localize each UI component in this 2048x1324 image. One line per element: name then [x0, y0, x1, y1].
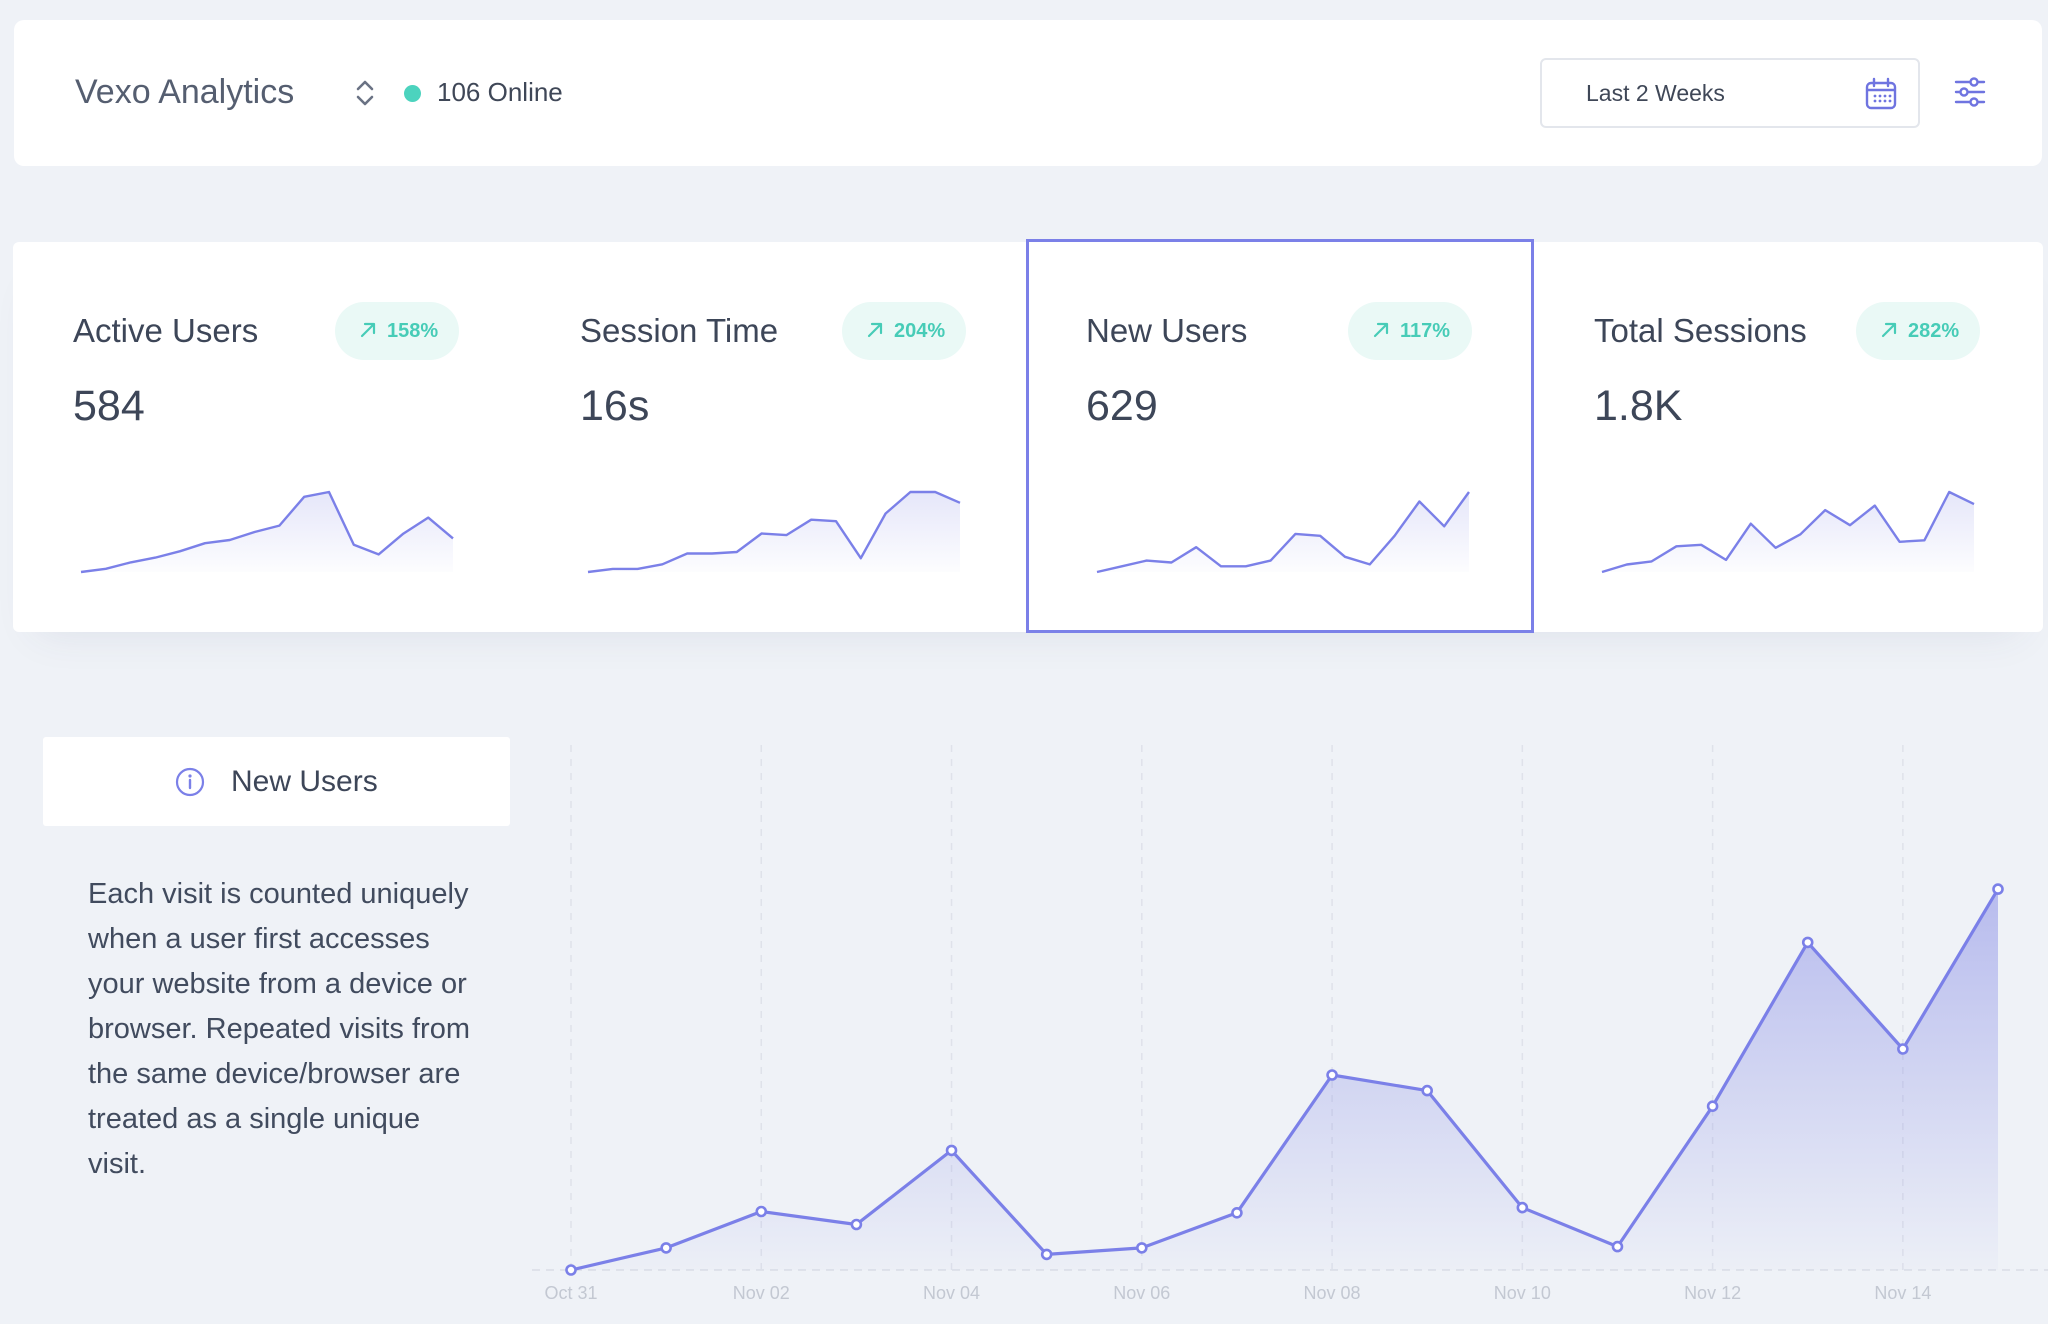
sparkline-line: [1096, 491, 1470, 574]
data-point[interactable]: [1611, 1240, 1624, 1253]
metric-title: Active Users: [73, 312, 259, 349]
metric-card-new-users[interactable]: New Users 629 117%: [1026, 239, 1534, 633]
metric-description: Each visit is counted uniquely when a us…: [88, 878, 470, 1180]
sparkline-line: [80, 490, 454, 574]
chart-gridlines: [570, 745, 1904, 1270]
change-badge: 117%: [1348, 302, 1472, 360]
x-tick-label: Nov 02: [733, 1283, 790, 1303]
sparkline: [1096, 491, 1470, 574]
data-point[interactable]: [660, 1242, 672, 1254]
metric-card-active-users[interactable]: Active Users 584 158%: [13, 242, 521, 632]
metric-cards: Active Users 584 158% Session Time 16s 2…: [13, 239, 2043, 633]
data-point[interactable]: [945, 1144, 958, 1157]
trend-up-arrow-icon: [1878, 319, 1900, 341]
calendar-icon: [1864, 77, 1898, 111]
metric-title: New Users: [1086, 312, 1248, 349]
online-count: 106 Online: [437, 77, 563, 107]
data-point[interactable]: [1992, 883, 2004, 895]
metric-title: Total Sessions: [1594, 312, 1807, 349]
change-badge: 204%: [842, 302, 966, 360]
trend-up-arrow-icon: [357, 319, 379, 341]
sparkline-area: [1602, 492, 1974, 572]
trend-up-arrow-icon: [864, 319, 886, 341]
metric-value: 629: [1086, 382, 1158, 430]
data-point[interactable]: [1040, 1248, 1053, 1261]
data-point[interactable]: [1231, 1207, 1243, 1219]
x-tick-label: Nov 04: [923, 1283, 980, 1303]
top-bar: Vexo Analytics 106 Online Last 2 Weeks: [14, 20, 2042, 166]
change-percent: 204%: [894, 320, 946, 342]
sparkline: [80, 490, 454, 574]
metric-value: 1.8K: [1594, 382, 1683, 430]
metric-value: 584: [73, 382, 145, 430]
date-range-select[interactable]: Last 2 Weeks: [1540, 58, 1920, 128]
x-tick-label: Nov 10: [1494, 1283, 1551, 1303]
date-range-label: Last 2 Weeks: [1586, 80, 1725, 106]
data-point[interactable]: [565, 1264, 577, 1276]
data-point[interactable]: [1706, 1100, 1719, 1112]
x-tick-label: Nov 14: [1874, 1283, 1931, 1303]
online-status-dot: [404, 85, 421, 102]
x-tick-label: Nov 12: [1684, 1283, 1741, 1303]
x-tick-label: Nov 08: [1304, 1283, 1361, 1303]
data-point[interactable]: [1326, 1069, 1338, 1081]
sparkline-line: [1601, 490, 1975, 574]
metric-card-session-time[interactable]: Session Time 16s 204%: [520, 242, 1028, 632]
change-percent: 158%: [387, 320, 439, 342]
change-percent: 282%: [1908, 320, 1960, 342]
sparkline: [1601, 490, 1975, 574]
sliders-icon[interactable]: [1950, 72, 1990, 112]
change-badge: 282%: [1856, 302, 1980, 360]
metric-card-total-sessions[interactable]: Total Sessions 1.8K 282%: [1534, 242, 2042, 632]
metric-value: 16s: [580, 382, 650, 430]
sparkline-area: [81, 492, 453, 572]
chevron-up-down-icon[interactable]: [350, 76, 380, 110]
detail-tab-new-users[interactable]: New Users: [43, 737, 510, 826]
change-percent: 117%: [1400, 320, 1451, 342]
data-point[interactable]: [1801, 936, 1814, 949]
chart-series-line: [570, 888, 2000, 1272]
data-point[interactable]: [1136, 1242, 1148, 1254]
app-title: Vexo Analytics: [75, 73, 295, 111]
x-tick-label: Oct 31: [544, 1283, 597, 1303]
trend-up-arrow-icon: [1370, 319, 1392, 341]
metric-title: Session Time: [580, 312, 779, 349]
sparkline: [587, 490, 961, 574]
x-tick-label: Nov 06: [1113, 1283, 1170, 1303]
change-badge: 158%: [335, 302, 459, 360]
data-point[interactable]: [1897, 1043, 1909, 1055]
sparkline-line: [587, 490, 961, 574]
data-point[interactable]: [1421, 1084, 1433, 1097]
data-point[interactable]: [850, 1218, 863, 1231]
data-point[interactable]: [755, 1205, 768, 1218]
chart-area-fill: [571, 889, 1998, 1270]
sparkline-area: [588, 492, 960, 572]
info-icon: [174, 766, 206, 798]
detail-tab-label: New Users: [231, 765, 378, 798]
data-point[interactable]: [1516, 1201, 1529, 1214]
